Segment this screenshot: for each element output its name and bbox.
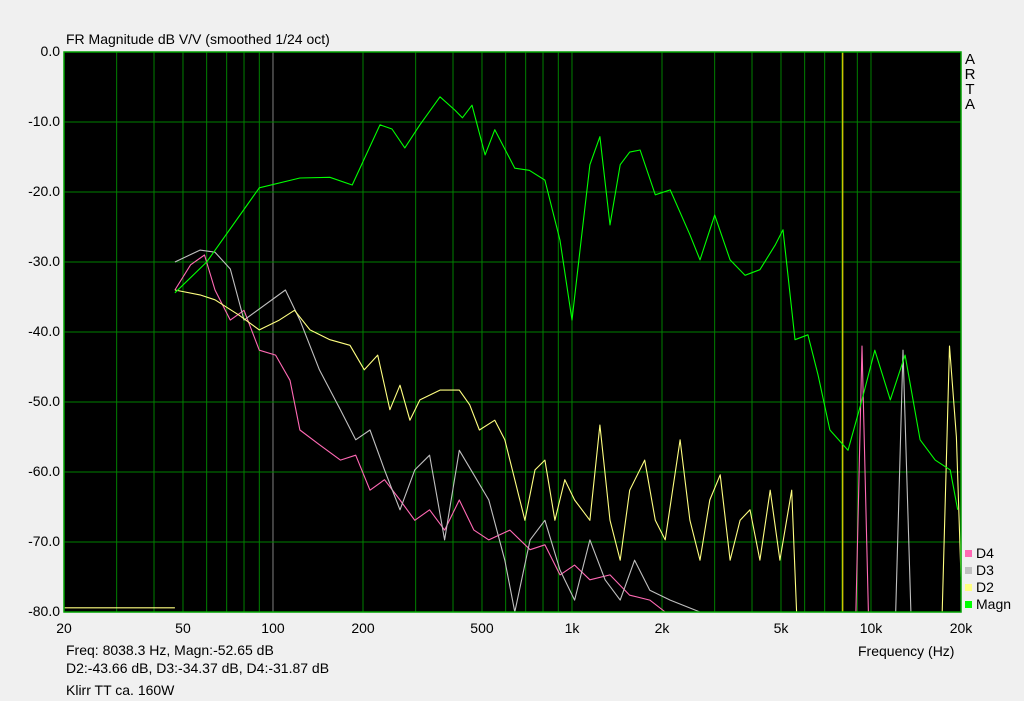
legend-label: D2: [976, 579, 994, 595]
y-tick-label: -10.0: [28, 113, 60, 129]
legend-item: D2: [965, 579, 994, 595]
brand-logo: ARTA: [964, 51, 976, 113]
x-tick-label: 20: [56, 620, 72, 636]
x-tick-label: 20k: [949, 620, 973, 636]
x-tick-label: 2k: [654, 620, 670, 636]
x-tick-label: 500: [470, 620, 494, 636]
x-tick-label: 50: [175, 620, 191, 636]
y-tick-label: -80.0: [28, 603, 60, 619]
measurement-note: Klirr TT ca. 160W: [66, 682, 175, 698]
y-tick-label: -60.0: [28, 463, 60, 479]
x-tick-label: 10k: [859, 620, 883, 636]
cursor-readout-freq: Freq: 8038.3 Hz, Magn:-52.65 dB: [66, 642, 274, 658]
x-tick-label: 200: [351, 620, 375, 636]
legend-swatch: [965, 600, 972, 608]
series-line-d4: [174, 254, 869, 613]
legend-swatch: [965, 583, 972, 591]
legend-swatch: [965, 566, 972, 574]
y-tick-label: 0.0: [40, 43, 60, 59]
legend-swatch: [965, 549, 972, 557]
chart-title: FR Magnitude dB V/V (smoothed 1/24 oct): [66, 31, 330, 47]
legend-label: D4: [976, 545, 994, 561]
legend-item: D4: [965, 545, 994, 561]
legend-item: Magn: [965, 596, 1011, 612]
x-tick-label: 1k: [564, 620, 580, 636]
x-tick-label: 100: [261, 620, 285, 636]
series-line-d2: [64, 289, 962, 613]
legend-item: D3: [965, 562, 994, 578]
y-tick-label: -20.0: [28, 183, 60, 199]
series-line-d3: [174, 249, 912, 613]
x-tick-label: 5k: [773, 620, 789, 636]
y-tick-label: -70.0: [28, 533, 60, 549]
series-line-magn: [174, 96, 959, 510]
plot-border: [63, 51, 962, 613]
x-axis-label: Frequency (Hz): [858, 643, 955, 659]
cursor-readout-distortion: D2:-43.66 dB, D3:-34.37 dB, D4:-31.87 dB: [66, 660, 330, 676]
y-tick-label: -30.0: [28, 253, 60, 269]
legend-label: Magn: [976, 596, 1012, 612]
y-tick-label: -50.0: [28, 393, 60, 409]
y-tick-label: -40.0: [28, 323, 60, 339]
legend-label: D3: [976, 562, 994, 578]
